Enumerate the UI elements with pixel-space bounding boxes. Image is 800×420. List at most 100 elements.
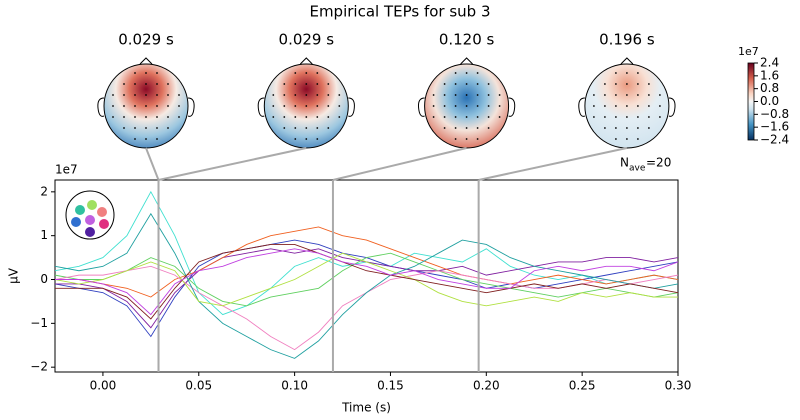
sensor xyxy=(487,116,490,118)
sensor xyxy=(498,116,501,118)
sensor xyxy=(134,94,136,96)
sensor xyxy=(476,105,479,107)
colorbar-tick-label: −0.8 xyxy=(760,107,789,121)
sensor xyxy=(327,116,330,118)
sensor xyxy=(593,105,595,107)
sensor xyxy=(465,127,468,129)
sensor xyxy=(316,127,319,129)
sensor xyxy=(476,116,479,118)
sensor xyxy=(156,116,158,118)
sensor xyxy=(156,94,158,96)
sensor xyxy=(305,138,308,140)
sensor xyxy=(443,127,446,129)
sensor xyxy=(465,94,468,96)
sensor xyxy=(454,116,457,118)
sensor xyxy=(134,127,136,129)
sensor xyxy=(604,127,606,129)
sensor xyxy=(487,105,490,107)
sensor xyxy=(123,83,125,85)
colorbar-tick-label: 1.6 xyxy=(760,68,779,82)
topomap-title: 0.196 s xyxy=(599,31,655,49)
sensor xyxy=(487,94,490,96)
sensor xyxy=(637,105,639,107)
sensor xyxy=(145,94,147,96)
sensor xyxy=(465,72,468,74)
head-ears xyxy=(578,57,676,117)
sensor xyxy=(305,105,308,107)
sensor xyxy=(626,138,628,140)
sensor xyxy=(648,94,650,96)
sensor xyxy=(316,94,319,96)
sensor xyxy=(465,105,468,107)
channel-line xyxy=(54,212,679,359)
sensor xyxy=(294,105,297,107)
sensor xyxy=(443,116,446,118)
sensor xyxy=(465,138,468,140)
sensor xyxy=(454,83,457,85)
sensor xyxy=(283,83,286,85)
sensor xyxy=(476,83,479,85)
sensor xyxy=(476,138,479,140)
y-tick-label: −1 xyxy=(30,316,48,330)
sensor xyxy=(327,94,330,96)
channel-line xyxy=(55,248,679,329)
colorbar-tick-label: 0.0 xyxy=(760,94,779,108)
sensor xyxy=(626,94,628,96)
sensor xyxy=(637,138,639,140)
sensor xyxy=(637,127,639,129)
plot-frame xyxy=(54,179,679,373)
sensor xyxy=(316,72,319,74)
sensor xyxy=(156,127,158,129)
sensor xyxy=(134,116,136,118)
sensor xyxy=(615,116,617,118)
colorbar-tick-label: 2.4 xyxy=(760,56,779,70)
y-tick-label: 0 xyxy=(40,272,48,286)
sensor xyxy=(454,94,457,96)
colorbar xyxy=(747,62,755,141)
sensor xyxy=(145,105,147,107)
sensor xyxy=(604,94,606,96)
sensor xyxy=(443,83,446,85)
sensor xyxy=(454,127,457,129)
nave-value: =20 xyxy=(646,156,671,170)
x-tick-label: 0.15 xyxy=(377,379,404,393)
sensor xyxy=(156,72,158,74)
colorbar-offset: 1e7 xyxy=(738,45,759,58)
sensor xyxy=(637,116,639,118)
sensor xyxy=(615,105,617,107)
sensor xyxy=(123,127,125,129)
sensor xyxy=(648,116,650,118)
connector xyxy=(332,147,467,181)
sensor xyxy=(604,105,606,107)
sensor xyxy=(487,127,490,129)
sensor xyxy=(156,105,158,107)
head-ears xyxy=(417,57,516,117)
sensor xyxy=(615,127,617,129)
sensor xyxy=(167,127,169,129)
connector xyxy=(145,147,160,181)
head-ears xyxy=(97,57,195,117)
sensor xyxy=(272,94,275,96)
sensor xyxy=(648,105,650,107)
sensor xyxy=(465,83,468,85)
sensor xyxy=(178,116,180,118)
x-tick-label: 0.20 xyxy=(473,379,500,393)
sensor xyxy=(432,105,435,107)
x-tick-label: 0.25 xyxy=(569,379,596,393)
sensor xyxy=(327,83,330,85)
x-tick-label: 0.05 xyxy=(185,379,212,393)
sensor xyxy=(659,116,661,118)
sensor xyxy=(283,127,286,129)
sensor xyxy=(338,94,341,96)
sensor xyxy=(626,127,628,129)
sensor xyxy=(294,72,297,74)
topomaps xyxy=(97,57,676,149)
sensor xyxy=(156,83,158,85)
sensor xyxy=(123,105,125,107)
sensor xyxy=(316,116,319,118)
sensor xyxy=(593,94,595,96)
sensor xyxy=(167,116,169,118)
sensor xyxy=(476,94,479,96)
sensor xyxy=(145,127,147,129)
x-tick-label: 0.00 xyxy=(90,379,117,393)
